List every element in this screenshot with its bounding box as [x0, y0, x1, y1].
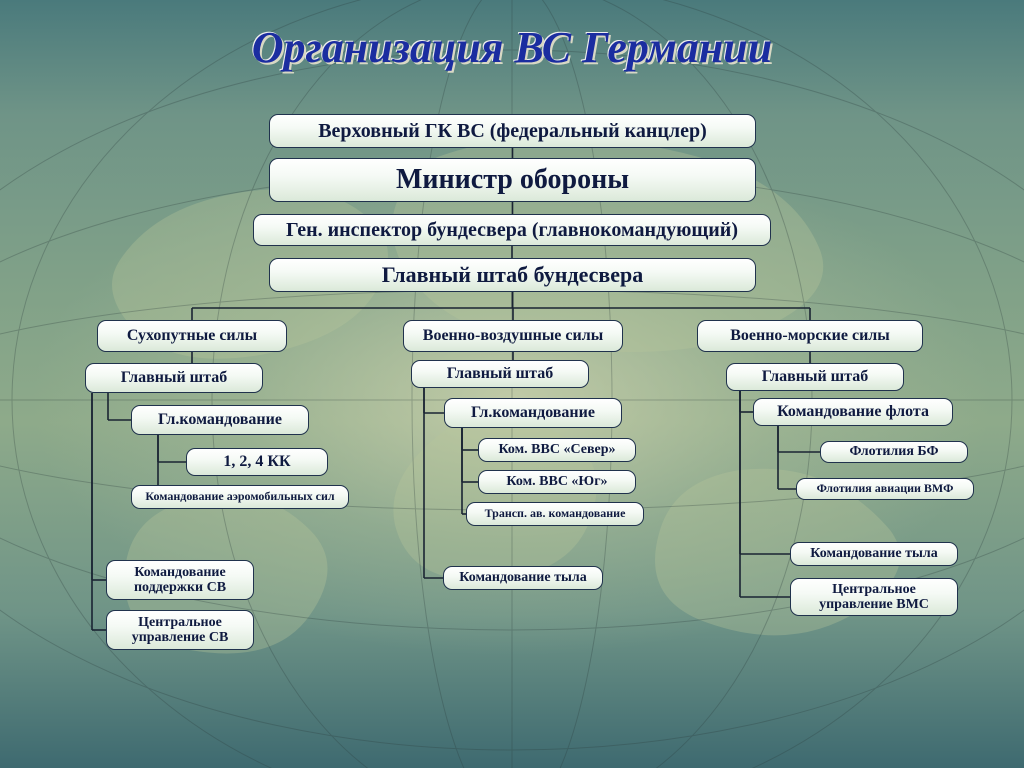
- node-inspector: Ген. инспектор бундесвера (главнокоманду…: [253, 214, 771, 246]
- node-minister: Министр обороны: [269, 158, 756, 202]
- node-air_cmd: Гл.командование: [444, 398, 622, 428]
- node-navy_av: Флотилия авиации ВМФ: [796, 478, 974, 500]
- node-navy_bf: Флотилия БФ: [820, 441, 968, 463]
- node-navy_hq: Главный штаб: [726, 363, 904, 391]
- slide: Организация ВС Германии Верховный ГК ВС …: [0, 0, 1024, 768]
- node-navy: Военно-морские силы: [697, 320, 923, 352]
- node-land_sup: Командование поддержки СВ: [106, 560, 254, 600]
- node-navy_cmd: Командование флота: [753, 398, 953, 426]
- node-air_north: Ком. ВВС «Север»: [478, 438, 636, 462]
- node-land: Сухопутные силы: [97, 320, 287, 352]
- node-mainhq: Главный штаб бундесвера: [269, 258, 756, 292]
- slide-title: Организация ВС Германии: [0, 22, 1024, 73]
- node-supreme: Верховный ГК ВС (федеральный канцлер): [269, 114, 756, 148]
- node-air_south: Ком. ВВС «Юг»: [478, 470, 636, 494]
- node-navy_rear: Командование тыла: [790, 542, 958, 566]
- node-land_hq: Главный штаб: [85, 363, 263, 393]
- node-air_hq: Главный штаб: [411, 360, 589, 388]
- node-land_cent: Центральное управление СВ: [106, 610, 254, 650]
- node-navy_cent: Центральное управление ВМС: [790, 578, 958, 616]
- node-land_cmd: Гл.командование: [131, 405, 309, 435]
- node-land_aero: Командование аэромобильных сил: [131, 485, 349, 509]
- node-land_kk: 1, 2, 4 КК: [186, 448, 328, 476]
- node-air_trans: Трансп. ав. командование: [466, 502, 644, 526]
- node-air_rear: Командование тыла: [443, 566, 603, 590]
- node-air: Военно-воздушные силы: [403, 320, 623, 352]
